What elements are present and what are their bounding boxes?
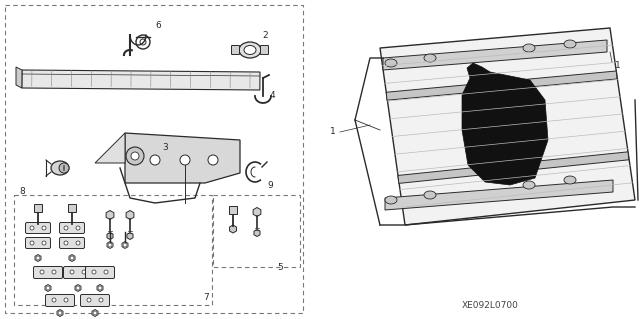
Circle shape <box>104 270 108 274</box>
Circle shape <box>64 241 68 245</box>
FancyBboxPatch shape <box>81 294 109 307</box>
Circle shape <box>42 226 46 230</box>
Ellipse shape <box>523 181 535 189</box>
Circle shape <box>40 270 44 274</box>
Text: 8: 8 <box>19 188 25 197</box>
FancyBboxPatch shape <box>60 222 84 234</box>
Circle shape <box>46 286 50 290</box>
FancyBboxPatch shape <box>45 294 74 307</box>
Ellipse shape <box>424 54 436 62</box>
FancyBboxPatch shape <box>86 266 115 278</box>
Circle shape <box>30 226 34 230</box>
Ellipse shape <box>385 196 397 204</box>
Circle shape <box>108 243 112 247</box>
Ellipse shape <box>523 44 535 52</box>
Polygon shape <box>383 40 607 70</box>
Circle shape <box>76 286 80 290</box>
Polygon shape <box>387 71 617 100</box>
Circle shape <box>126 147 144 165</box>
Ellipse shape <box>564 40 576 48</box>
Bar <box>5 5 303 313</box>
Ellipse shape <box>239 42 261 58</box>
Ellipse shape <box>51 161 69 175</box>
Text: 6: 6 <box>155 20 161 29</box>
Polygon shape <box>16 67 22 88</box>
Text: 1: 1 <box>330 128 336 137</box>
FancyBboxPatch shape <box>60 238 84 249</box>
Polygon shape <box>385 180 613 210</box>
Text: 3: 3 <box>162 144 168 152</box>
Polygon shape <box>462 72 548 185</box>
Circle shape <box>76 226 80 230</box>
Circle shape <box>76 241 80 245</box>
Circle shape <box>70 270 74 274</box>
Polygon shape <box>22 70 260 90</box>
Circle shape <box>82 270 86 274</box>
Text: 2: 2 <box>262 31 268 40</box>
Circle shape <box>70 256 74 260</box>
Circle shape <box>36 256 40 260</box>
Circle shape <box>52 298 56 302</box>
Circle shape <box>93 311 97 315</box>
Circle shape <box>64 226 68 230</box>
Circle shape <box>150 155 160 165</box>
Circle shape <box>64 298 68 302</box>
Ellipse shape <box>385 59 397 67</box>
Ellipse shape <box>244 46 256 55</box>
Ellipse shape <box>564 176 576 184</box>
Ellipse shape <box>424 191 436 199</box>
Text: XE092L0700: XE092L0700 <box>461 300 518 309</box>
Circle shape <box>92 270 96 274</box>
Circle shape <box>87 298 91 302</box>
Circle shape <box>58 311 62 315</box>
Bar <box>213 195 300 267</box>
FancyBboxPatch shape <box>232 46 239 55</box>
Circle shape <box>42 241 46 245</box>
Polygon shape <box>95 133 125 163</box>
Circle shape <box>99 298 103 302</box>
Circle shape <box>59 163 69 173</box>
Circle shape <box>180 155 190 165</box>
Circle shape <box>208 155 218 165</box>
Circle shape <box>123 243 127 247</box>
FancyBboxPatch shape <box>33 266 63 278</box>
Text: 5: 5 <box>277 263 283 272</box>
FancyBboxPatch shape <box>63 266 93 278</box>
Bar <box>14 195 212 305</box>
Polygon shape <box>398 152 629 183</box>
Text: 7: 7 <box>203 293 209 302</box>
Text: 1: 1 <box>615 61 621 70</box>
Text: 9: 9 <box>267 182 273 190</box>
Circle shape <box>98 286 102 290</box>
FancyBboxPatch shape <box>26 238 51 249</box>
Circle shape <box>30 241 34 245</box>
Circle shape <box>131 152 139 160</box>
Text: 4: 4 <box>269 91 275 100</box>
Polygon shape <box>467 63 490 78</box>
Polygon shape <box>380 28 635 225</box>
Circle shape <box>52 270 56 274</box>
Polygon shape <box>125 133 240 183</box>
FancyBboxPatch shape <box>26 222 51 234</box>
FancyBboxPatch shape <box>260 46 269 55</box>
